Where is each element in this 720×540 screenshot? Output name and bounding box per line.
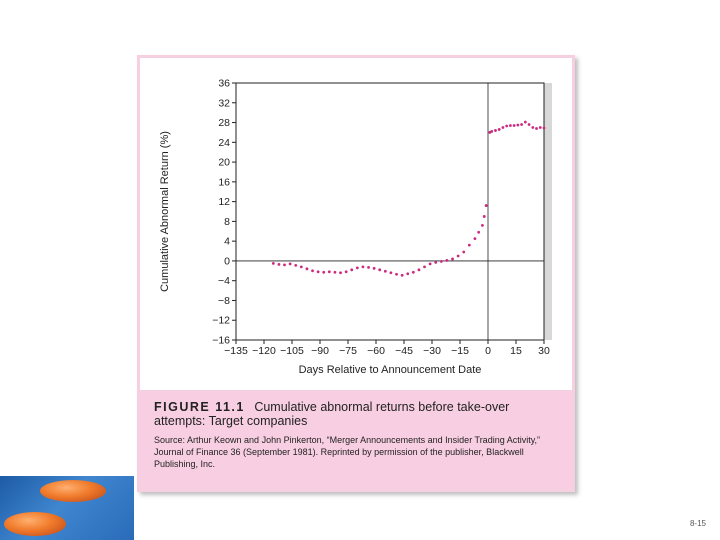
data-point	[417, 268, 421, 272]
data-point	[400, 273, 404, 277]
data-point	[283, 263, 286, 267]
y-tick-label: 32	[218, 97, 230, 109]
figure-caption: FIGURE 11.1 Cumulative abnormal returns …	[140, 390, 572, 489]
data-point	[505, 124, 509, 128]
data-point	[516, 123, 520, 127]
x-tick-label: −135	[224, 345, 248, 357]
data-point	[294, 263, 298, 267]
y-tick-label: −16	[212, 335, 230, 347]
data-point	[456, 254, 460, 258]
data-point	[305, 267, 309, 271]
data-point	[520, 123, 523, 126]
data-point	[350, 268, 354, 272]
y-tick-label: −12	[212, 315, 230, 327]
data-point	[299, 265, 303, 269]
x-tick-label: −60	[367, 345, 385, 357]
data-point	[327, 270, 331, 274]
data-point	[497, 128, 501, 131]
data-point	[271, 261, 275, 265]
data-point	[383, 269, 387, 273]
data-point	[512, 124, 516, 127]
data-point	[477, 230, 481, 234]
data-point	[434, 261, 438, 264]
y-tick-label: 8	[224, 216, 230, 228]
data-point	[482, 215, 486, 218]
y-tick-label: −8	[218, 295, 230, 307]
data-point	[361, 265, 365, 269]
data-point	[445, 259, 449, 262]
figure-card: −16 −12 −8 −4 0 4 8 12 16 20 24 28 32 36 −135 −120 −105−…	[137, 55, 575, 492]
data-point	[339, 271, 342, 275]
data-point	[428, 262, 432, 266]
data-point	[333, 270, 337, 274]
x-tick-label: −30	[423, 345, 441, 357]
x-tick-label: 0	[485, 345, 491, 357]
data-point	[538, 126, 542, 129]
x-tick-label: 15	[510, 345, 522, 357]
y-tick-label: 4	[224, 236, 230, 248]
data-point	[501, 126, 505, 129]
decorative-stones-image	[0, 476, 134, 540]
stone-shape	[4, 512, 66, 536]
x-tick-label: −120	[252, 345, 276, 357]
data-point	[367, 265, 370, 269]
data-point	[481, 223, 484, 227]
data-point	[451, 257, 454, 261]
x-tick-label: −15	[451, 345, 469, 357]
data-point	[484, 204, 488, 207]
stone-shape	[40, 480, 106, 502]
data-point	[509, 124, 512, 127]
x-tick-label: −105	[280, 345, 304, 357]
data-point	[542, 126, 546, 130]
data-point	[316, 270, 320, 274]
data-point	[277, 262, 281, 266]
data-point	[389, 271, 393, 275]
data-point	[439, 260, 443, 263]
slide-number: 8-15	[689, 519, 706, 528]
data-point	[527, 123, 531, 126]
data-point	[411, 270, 415, 274]
x-tick-label: −75	[339, 345, 357, 357]
y-tick-label: 24	[218, 137, 230, 149]
y-tick-label: 36	[218, 78, 230, 90]
data-point	[490, 130, 494, 133]
y-tick-label: 16	[218, 176, 230, 188]
caption-label: FIGURE 11.1	[154, 400, 245, 414]
y-tick-label: 20	[218, 157, 230, 169]
data-point	[423, 265, 426, 269]
y-tick-label: −4	[218, 275, 230, 287]
data-point	[494, 129, 497, 132]
data-point	[462, 250, 466, 254]
caption-source: Source: Arthur Keown and John Pinkerton,…	[154, 435, 541, 469]
data-point	[467, 243, 471, 247]
x-tick-label: −45	[395, 345, 413, 357]
y-tick-label: 0	[224, 255, 230, 267]
data-point	[288, 262, 292, 266]
data-point	[344, 270, 348, 274]
y-tick-label: 12	[218, 196, 230, 208]
caption-text: Cumulative abnormal returns before take-…	[154, 400, 510, 428]
y-axis-label: Cumulative Abnormal Return (%)	[159, 131, 171, 292]
data-point	[355, 266, 359, 270]
plot-frame	[235, 82, 545, 341]
x-axis-label: Days Relative to Announcement Date	[299, 364, 482, 376]
data-point	[535, 127, 538, 130]
plot-edge-shade	[544, 83, 552, 340]
data-point	[311, 269, 314, 273]
y-tick-label: 28	[218, 117, 230, 129]
data-point	[395, 272, 398, 276]
data-point	[372, 266, 376, 270]
data-point	[531, 126, 535, 129]
data-point	[523, 120, 527, 124]
data-point	[406, 272, 410, 276]
data-point	[322, 270, 326, 274]
x-tick-label: 30	[538, 345, 550, 357]
x-tick-label: −90	[311, 345, 329, 357]
data-point	[378, 268, 382, 272]
data-point	[473, 237, 477, 241]
